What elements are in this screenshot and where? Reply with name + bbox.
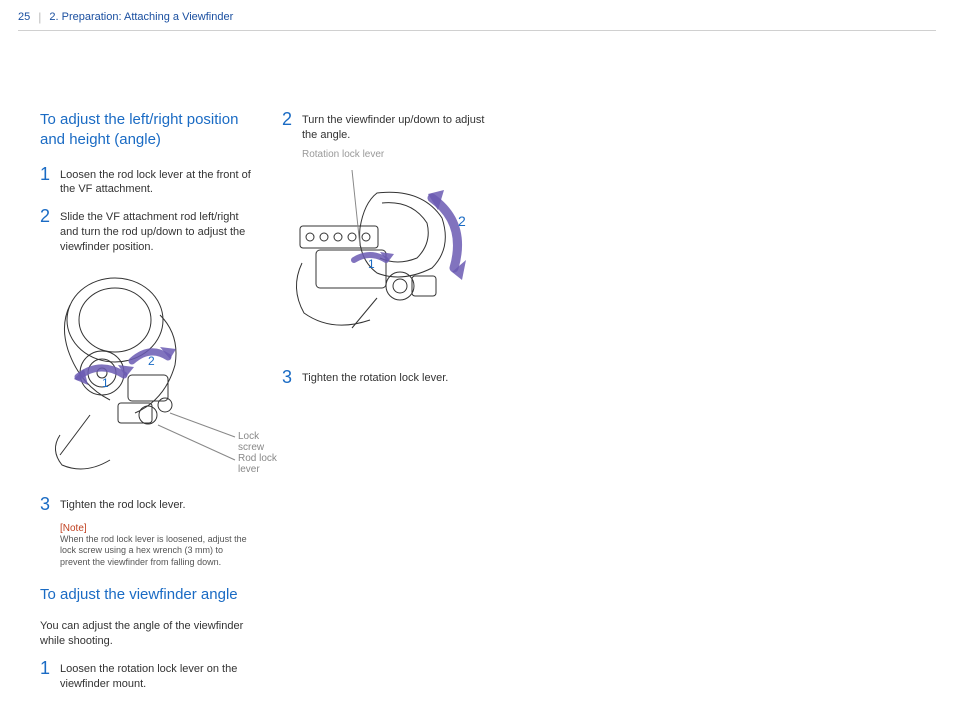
heading-position: To adjust the left/right position and he… xyxy=(40,110,254,151)
step-number: 1 xyxy=(40,165,52,183)
intro-text: You can adjust the angle of the viewfind… xyxy=(40,619,254,649)
page-content: To adjust the left/right position and he… xyxy=(40,110,914,701)
step-item: 3 Tighten the rotation lock lever. xyxy=(282,368,496,386)
step-number: 2 xyxy=(282,110,294,128)
header-divider: | xyxy=(38,10,41,24)
breadcrumb: 2. Preparation: Attaching a Viewfinder xyxy=(49,11,233,23)
column-2: 2 Turn the viewfinder up/down to adjust … xyxy=(282,110,496,701)
step-number: 1 xyxy=(40,659,52,677)
note-text: When the rod lock lever is loosened, adj… xyxy=(60,534,254,569)
rotation-lock-label: Rotation lock lever xyxy=(302,149,496,160)
page-number: 25 xyxy=(18,11,30,23)
column-1: To adjust the left/right position and he… xyxy=(40,110,254,701)
callout-lock-screw: Lock screw xyxy=(238,431,264,454)
step-number: 3 xyxy=(282,368,294,386)
diagram-marker-1: 1 xyxy=(368,257,375,271)
step-text: Turn the viewfinder up/down to adjust th… xyxy=(302,110,496,143)
step-item: 1 Loosen the rod lock lever at the front… xyxy=(40,165,254,198)
step-text: Slide the VF attachment rod left/right a… xyxy=(60,207,254,255)
step-text: Loosen the rod lock lever at the front o… xyxy=(60,165,254,198)
diagram-marker-2: 2 xyxy=(148,354,155,368)
diagram-position: 1 2 Lock screw Rod lock lever xyxy=(40,265,254,485)
note-label: [Note] xyxy=(60,523,254,534)
step-text: Loosen the rotation lock lever on the vi… xyxy=(60,659,254,692)
step-item: 2 Turn the viewfinder up/down to adjust … xyxy=(282,110,496,143)
step-text: Tighten the rod lock lever. xyxy=(60,495,186,513)
diagram-marker-2: 2 xyxy=(458,213,466,229)
step-number: 3 xyxy=(40,495,52,513)
page-header: 25 | 2. Preparation: Attaching a Viewfin… xyxy=(18,10,936,31)
step-item: 1 Loosen the rotation lock lever on the … xyxy=(40,659,254,692)
diagram-marker-1: 1 xyxy=(102,376,109,390)
step-item: 3 Tighten the rod lock lever. xyxy=(40,495,254,513)
step-item: 2 Slide the VF attachment rod left/right… xyxy=(40,207,254,255)
step-text: Tighten the rotation lock lever. xyxy=(302,368,448,386)
callout-rod-lock-lever: Rod lock lever xyxy=(238,453,277,476)
diagram-angle: 1 2 xyxy=(282,168,496,358)
step-number: 2 xyxy=(40,207,52,225)
heading-angle: To adjust the viewfinder angle xyxy=(40,585,254,605)
